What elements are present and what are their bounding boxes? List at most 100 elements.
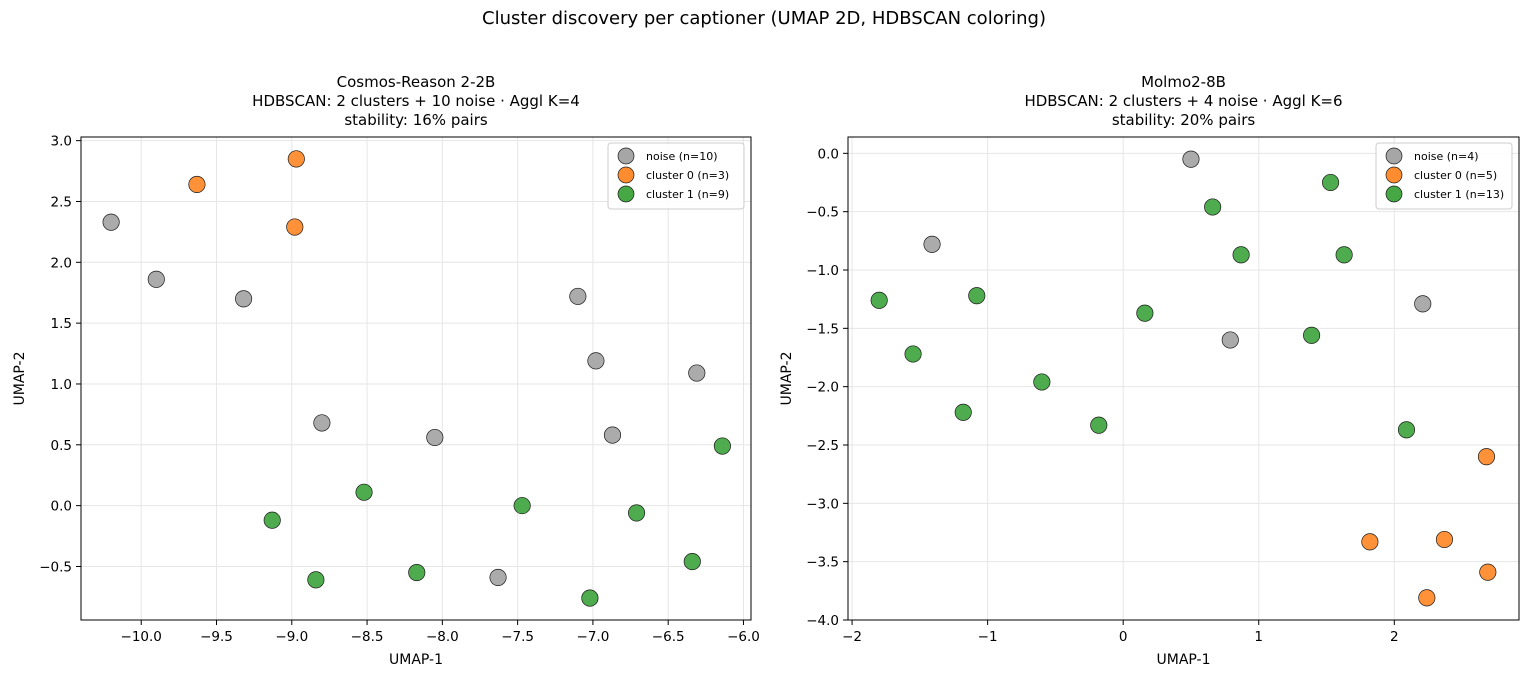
legend-marker-cluster1 <box>1385 185 1403 203</box>
data-point-cluster0 <box>1435 530 1453 549</box>
x-axis-label: UMAP-1 <box>1157 652 1211 668</box>
x-tick-label: −7.5 <box>501 629 534 645</box>
data-point-cluster1 <box>713 437 731 455</box>
legend-label: cluster 0 (n=5) <box>1414 169 1497 182</box>
data-point-cluster0 <box>286 218 304 236</box>
panel-title-line: HDBSCAN: 2 clusters + 10 noise · Aggl K=… <box>252 92 580 110</box>
data-point-noise <box>603 426 622 444</box>
x-tick-label: 0 <box>1119 629 1128 645</box>
x-tick-label: −9.5 <box>200 629 233 645</box>
y-tick-label: 1.0 <box>51 377 72 393</box>
legend-label: noise (n=10) <box>646 150 718 163</box>
x-tick-label: −1 <box>978 629 998 645</box>
data-point-cluster1 <box>968 287 986 305</box>
data-point-noise <box>426 428 444 447</box>
data-point-noise <box>489 568 507 586</box>
y-tick-label: −3.5 <box>806 555 839 571</box>
x-tick-label: 2 <box>1390 629 1399 645</box>
x-tick-label: −6.0 <box>727 629 760 645</box>
data-point-cluster1 <box>1090 416 1108 434</box>
data-point-cluster1 <box>1397 421 1416 439</box>
y-tick-label: 0.0 <box>818 146 839 162</box>
x-tick-label: −10.0 <box>121 629 162 645</box>
data-point-noise <box>313 414 331 432</box>
data-point-cluster0 <box>1361 533 1379 551</box>
data-point-noise <box>102 213 120 231</box>
y-tick-label: 0.5 <box>51 438 72 454</box>
data-point-cluster1 <box>628 504 646 522</box>
x-tick-label: −8.0 <box>426 629 459 645</box>
x-tick-label: −8.5 <box>351 629 384 645</box>
legend-marker-noise <box>617 147 635 165</box>
y-tick-label: 2.5 <box>51 194 72 210</box>
y-tick-label: −0.5 <box>806 205 839 221</box>
data-point-cluster1 <box>355 483 373 501</box>
data-point-noise <box>923 235 941 253</box>
y-tick-label: −1.0 <box>806 263 839 279</box>
figure-suptitle: Cluster discovery per captioner (UMAP 2D… <box>482 8 1046 29</box>
y-tick-label: −3.0 <box>806 496 839 512</box>
scatter-panel-cosmos: −10.0 −9.5 −9.0 −8.5 −8.0 −7.5 −7.0 −6.5 −6.0 −0.… <box>12 73 760 668</box>
y-tick-label: 0.0 <box>51 499 72 515</box>
legend-box <box>607 142 745 210</box>
data-point-cluster1 <box>904 345 922 363</box>
scatter-panel-molmo: −2 −1 0 1 2 −4.0 −3.5 −3.0 −2.5 −2.0 −1.5 −1.0 −0.5 0… <box>779 73 1520 668</box>
legend-marker-cluster0 <box>1385 166 1403 184</box>
data-point-noise <box>1414 295 1432 313</box>
data-point-noise <box>688 364 706 382</box>
legend-marker-cluster0 <box>617 166 635 184</box>
legend-label: cluster 1 (n=9) <box>646 188 729 201</box>
y-tick-label: −2.0 <box>806 380 839 396</box>
legend-label: noise (n=4) <box>1414 150 1479 163</box>
data-point-cluster1 <box>1232 246 1250 264</box>
legend-label: cluster 1 (n=13) <box>1414 188 1504 201</box>
panel-title-line: Molmo2-8B <box>1141 73 1226 91</box>
data-point-cluster1 <box>1033 373 1051 391</box>
data-point-cluster0 <box>1477 448 1496 466</box>
legend: noise (n=4) cluster 0 (n=5) cluster 1 (n=1… <box>1375 142 1513 210</box>
y-tick-label: −1.5 <box>806 321 839 337</box>
legend-label: cluster 0 (n=3) <box>646 169 729 182</box>
legend-marker-cluster1 <box>617 185 635 203</box>
y-tick-label: −2.5 <box>806 438 839 454</box>
data-point-cluster1 <box>1204 198 1222 216</box>
data-point-cluster1 <box>513 497 531 515</box>
plot-frame <box>847 136 1520 621</box>
y-tick-label: 3.0 <box>51 134 72 150</box>
panel-title-line: stability: 16% pairs <box>344 111 488 129</box>
data-point-cluster0 <box>1418 589 1436 607</box>
data-point-cluster1 <box>683 553 701 571</box>
x-axis-label: UMAP-1 <box>389 652 443 668</box>
y-tick-label: 1.5 <box>51 316 72 332</box>
data-point-noise <box>235 290 253 308</box>
panel-title-line: HDBSCAN: 2 clusters + 4 noise · Aggl K=6 <box>1024 92 1342 110</box>
x-tick-label: −2 <box>842 629 862 645</box>
data-point-cluster0 <box>188 175 206 193</box>
y-tick-label: −4.0 <box>806 613 839 629</box>
y-tick-label: −0.5 <box>39 559 72 575</box>
data-point-cluster1 <box>263 511 281 529</box>
x-tick-label: −9.0 <box>275 629 308 645</box>
data-point-cluster1 <box>954 403 972 421</box>
y-axis-label: UMAP-2 <box>12 352 28 406</box>
data-point-cluster1 <box>1335 246 1353 264</box>
data-point-cluster1 <box>870 291 888 309</box>
x-tick-label: −7.0 <box>577 629 610 645</box>
y-axis-label: UMAP-2 <box>779 352 795 406</box>
data-point-cluster0 <box>287 150 305 168</box>
panel-title-line: stability: 20% pairs <box>1112 111 1256 129</box>
data-point-noise <box>569 287 587 305</box>
legend: noise (n=10) cluster 0 (n=3) cluster 1 (n=… <box>607 142 745 210</box>
legend-marker-noise <box>1385 147 1403 165</box>
data-point-cluster1 <box>581 589 599 607</box>
data-point-noise <box>147 270 165 288</box>
data-point-cluster1 <box>1322 173 1340 192</box>
legend-box <box>1375 142 1513 210</box>
panel-title-line: Cosmos-Reason 2-2B <box>337 73 496 91</box>
y-tick-label: 2.0 <box>51 255 72 271</box>
x-tick-label: −6.5 <box>652 629 685 645</box>
data-point-cluster1 <box>1136 304 1154 322</box>
data-point-noise <box>1221 331 1239 349</box>
data-point-cluster0 <box>1479 563 1497 581</box>
